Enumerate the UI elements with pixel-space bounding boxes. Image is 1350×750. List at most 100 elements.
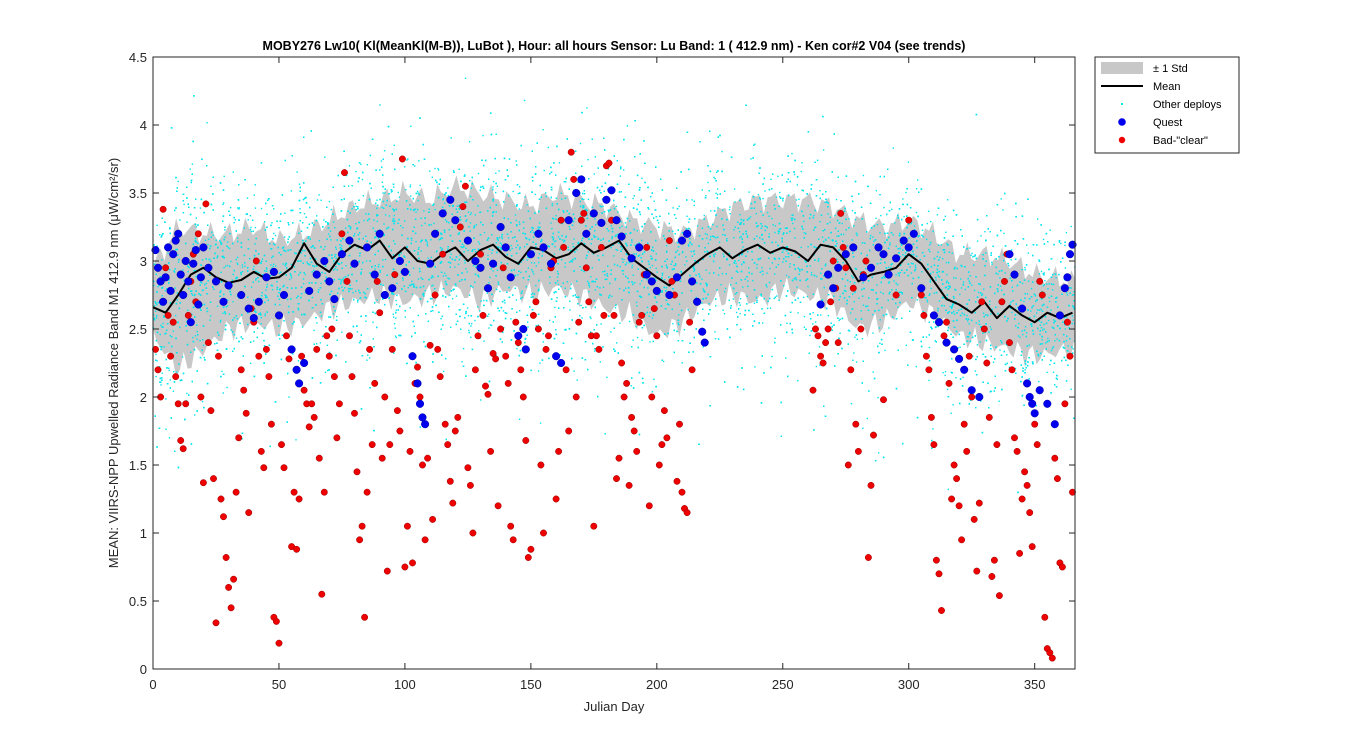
other-deploys-point (706, 285, 708, 287)
other-deploys-point (182, 269, 184, 271)
other-deploys-point (160, 384, 162, 386)
other-deploys-point (873, 240, 875, 242)
other-deploys-point (435, 251, 438, 253)
other-deploys-point (785, 357, 787, 359)
other-deploys-point (332, 221, 335, 223)
other-deploys-point (404, 166, 406, 168)
other-deploys-point (1002, 209, 1004, 211)
other-deploys-point (395, 309, 397, 311)
other-deploys-point (542, 129, 544, 131)
other-deploys-point (206, 122, 208, 124)
other-deploys-point (228, 247, 231, 250)
other-deploys-point (937, 308, 939, 310)
other-deploys-point (1038, 380, 1040, 383)
other-deploys-point (379, 169, 381, 171)
other-deploys-point (426, 241, 428, 243)
other-deploys-point (455, 285, 457, 287)
other-deploys-point (497, 239, 499, 242)
other-deploys-point (504, 302, 506, 304)
other-deploys-point (655, 253, 657, 255)
other-deploys-point (579, 215, 581, 218)
other-deploys-point (356, 331, 359, 333)
other-deploys-point (223, 175, 225, 178)
other-deploys-point (186, 392, 188, 395)
other-deploys-point (649, 341, 651, 343)
other-deploys-point (431, 176, 433, 178)
other-deploys-point (522, 259, 525, 261)
other-deploys-point (585, 306, 587, 308)
other-deploys-point (249, 215, 252, 217)
other-deploys-point (426, 243, 428, 245)
other-deploys-point (397, 191, 399, 194)
other-deploys-point (194, 335, 197, 337)
other-deploys-point (393, 214, 395, 217)
other-deploys-point (579, 266, 581, 268)
other-deploys-point (948, 251, 950, 253)
other-deploys-point (493, 180, 495, 183)
other-deploys-point (888, 327, 890, 329)
other-deploys-point (256, 327, 259, 329)
other-deploys-point (944, 215, 947, 217)
std-band (153, 175, 1075, 378)
other-deploys-point (440, 237, 443, 239)
other-deploys-point (230, 329, 232, 331)
other-deploys-point (274, 234, 277, 237)
other-deploys-point (304, 273, 306, 276)
other-deploys-point (222, 312, 224, 314)
other-deploys-point (827, 213, 829, 215)
other-deploys-point (452, 170, 455, 172)
other-deploys-point (854, 336, 856, 338)
other-deploys-point (547, 146, 550, 149)
other-deploys-point (382, 192, 384, 194)
other-deploys-point (766, 286, 768, 288)
other-deploys-point (380, 160, 383, 162)
other-deploys-point (293, 266, 296, 268)
other-deploys-point (916, 299, 918, 301)
other-deploys-point (1021, 394, 1024, 396)
other-deploys-point (558, 162, 561, 164)
other-deploys-point (984, 231, 986, 233)
other-deploys-point (1054, 320, 1057, 322)
other-deploys-point (1021, 269, 1023, 271)
other-deploys-point (862, 427, 864, 429)
other-deploys-point (776, 295, 778, 297)
other-deploys-point (478, 243, 481, 245)
other-deploys-point (936, 255, 938, 258)
other-deploys-point (607, 168, 609, 170)
other-deploys-point (221, 370, 223, 373)
other-deploys-point (196, 330, 198, 333)
other-deploys-point (1006, 354, 1008, 356)
other-deploys-point (426, 245, 429, 247)
other-deploys-point (739, 236, 741, 239)
other-deploys-point (883, 206, 885, 209)
other-deploys-point (250, 230, 253, 233)
other-deploys-point (1019, 336, 1021, 338)
other-deploys-point (649, 266, 651, 269)
other-deploys-point (946, 242, 948, 245)
other-deploys-point (156, 224, 158, 226)
other-deploys-point (1067, 345, 1069, 347)
other-deploys-point (639, 283, 641, 285)
other-deploys-point (466, 219, 468, 221)
other-deploys-point (394, 327, 396, 329)
other-deploys-point (597, 255, 599, 257)
other-deploys-point (821, 278, 823, 280)
other-deploys-point (447, 277, 449, 279)
other-deploys-point (552, 237, 555, 239)
other-deploys-point (795, 276, 797, 279)
other-deploys-point (792, 222, 794, 225)
other-deploys-point (626, 253, 628, 256)
other-deploys-point (760, 295, 762, 297)
other-deploys-point (940, 289, 943, 291)
other-deploys-point (357, 301, 359, 303)
other-deploys-point (352, 292, 354, 294)
other-deploys-point (590, 276, 592, 278)
other-deploys-point (683, 329, 686, 331)
other-deploys-point (980, 294, 983, 296)
other-deploys-point (1071, 315, 1074, 317)
other-deploys-point (393, 323, 396, 325)
other-deploys-point (423, 210, 425, 212)
other-deploys-point (976, 344, 979, 346)
other-deploys-point (947, 488, 949, 491)
other-deploys-point (722, 234, 724, 236)
